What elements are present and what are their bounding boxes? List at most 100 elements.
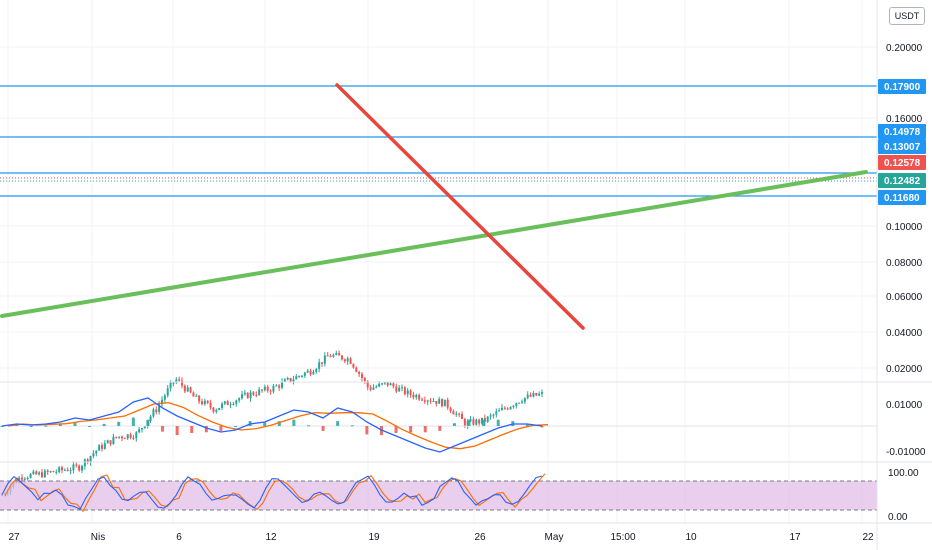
candle-body: [143, 426, 146, 429]
candle-body: [463, 419, 466, 427]
macd-histogram-bar: [409, 426, 413, 433]
macd-histogram-bar: [452, 423, 456, 426]
candle-body: [352, 363, 355, 368]
candle-body: [378, 383, 381, 387]
candle-body: [438, 399, 441, 404]
candle-body: [55, 471, 58, 473]
candle-body: [161, 399, 163, 405]
candle-body: [81, 466, 83, 471]
candle-body: [418, 394, 421, 400]
candle-body: [263, 386, 266, 391]
candle-body: [338, 353, 341, 356]
candle-body: [95, 450, 98, 454]
candle-body: [458, 413, 461, 415]
macd-histogram-bar: [146, 419, 150, 426]
candle-body: [383, 382, 386, 384]
candle-body: [321, 362, 323, 364]
candle-body: [49, 471, 52, 473]
time-tick-label: 22: [862, 532, 874, 543]
candle-body: [178, 379, 181, 381]
macd-signal-line: [7, 402, 549, 450]
candle-body: [152, 409, 155, 417]
price-axis[interactable]: 0.20000 0.16000 0.10000 0.08000 0.06000 0.040…: [878, 43, 926, 523]
macd-histogram-bar: [292, 419, 296, 426]
candle-body: [449, 407, 452, 412]
candle-body: [381, 383, 383, 385]
candle-body: [441, 399, 443, 407]
candle-body: [61, 467, 63, 471]
candle-body: [46, 470, 49, 473]
candle-body: [349, 358, 352, 364]
candle-body: [252, 392, 255, 395]
time-tick-label: 19: [368, 532, 380, 543]
candle-body: [201, 401, 203, 405]
stoch-d-line: [4, 473, 546, 513]
currency-selector[interactable]: USDT: [889, 7, 925, 25]
candle-body: [209, 402, 212, 408]
price-label-text: 0.11680: [884, 193, 920, 204]
time-tick-label: 10: [685, 532, 697, 543]
candle-body: [409, 390, 412, 395]
candle-body: [498, 410, 501, 412]
candle-body: [166, 388, 169, 396]
candle-body: [223, 401, 226, 404]
candle-body: [41, 472, 43, 478]
candle-body: [38, 472, 41, 475]
candle-body: [518, 402, 521, 404]
price-tick-label: 0.04000: [886, 328, 923, 339]
candle-body: [386, 382, 389, 386]
candle-body: [198, 395, 201, 402]
candle-body: [43, 470, 46, 478]
candle-body: [135, 432, 138, 439]
candle-body: [121, 436, 123, 439]
candle-body: [278, 385, 281, 388]
price-label-0.14978: 0.14978: [878, 124, 926, 139]
candle-body: [21, 477, 23, 480]
macd-histogram-bar: [277, 421, 281, 426]
candle-body: [275, 385, 278, 387]
time-axis[interactable]: 27 Nis 6 12 19 26 May 15:00 10 17 22: [8, 532, 874, 543]
macd-histogram-bar: [102, 423, 106, 426]
candle-body: [266, 386, 269, 391]
candle-body: [366, 381, 369, 388]
candle-body: [341, 355, 343, 360]
candle-body: [503, 407, 506, 409]
price-label-text: 0.12578: [884, 158, 921, 169]
macd-histogram-bar: [321, 426, 325, 431]
macd-histogram-bar: [438, 426, 442, 431]
candle-body: [72, 464, 75, 471]
candle-body: [435, 401, 438, 404]
candle-body: [255, 394, 258, 396]
candle-body: [78, 465, 81, 471]
candle-body: [149, 416, 152, 421]
candle-body: [229, 404, 232, 406]
candle-body: [303, 372, 306, 376]
macd-histogram-bar: [394, 426, 398, 433]
candle-body: [529, 394, 532, 397]
candle-body: [195, 395, 198, 397]
candle-body: [118, 436, 121, 438]
candle-body: [455, 413, 458, 415]
candle-body: [138, 429, 141, 433]
candle-body: [98, 445, 101, 451]
time-tick-label: 15:00: [610, 532, 635, 543]
candle-body: [281, 381, 283, 388]
price-label-0.17900: 0.17900: [878, 79, 926, 94]
candle-body: [389, 383, 392, 386]
candle-body: [249, 392, 252, 399]
macd-histogram-bar: [44, 425, 48, 427]
macd-histogram-bar: [73, 422, 77, 426]
candle-body: [489, 415, 492, 417]
candle-body: [403, 387, 406, 395]
candle-body: [318, 362, 321, 369]
macd-tick-label: -0.01000: [886, 447, 926, 458]
candle-body: [226, 401, 229, 405]
macd-histogram-bar: [365, 426, 369, 435]
candle-body: [495, 411, 498, 415]
price-tick-label: 0.02000: [886, 364, 923, 375]
candle-body: [492, 414, 495, 416]
candle-body: [189, 387, 192, 393]
candle-body: [312, 371, 315, 375]
